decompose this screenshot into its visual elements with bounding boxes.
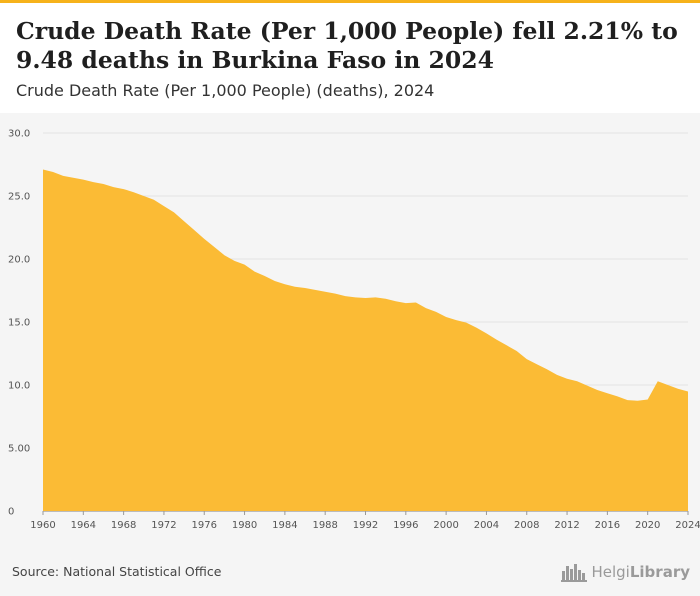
chart-title: Crude Death Rate (Per 1,000 People) fell…: [16, 17, 678, 74]
logo-text: HelgiLibrary: [591, 563, 690, 581]
y-tick-label: 10.0: [8, 381, 30, 392]
x-tick-label: 1984: [272, 520, 297, 531]
area-chart: 0 5.00 10.0 15.0 20.0 25.0 30.0 1960 1964 1968 197…: [8, 129, 700, 532]
chart-area: 0 5.00 10.0 15.0 20.0 25.0 30.0 1960 1964 1968 197…: [0, 113, 700, 533]
y-tick-label: 25.0: [8, 192, 30, 203]
x-tick-label: 1972: [151, 520, 176, 531]
y-tick-label: 15.0: [8, 318, 30, 329]
y-tick-label: 20.0: [8, 255, 30, 266]
source-note: Source: National Statistical Office: [12, 564, 222, 579]
x-tick-label: 1992: [353, 520, 378, 531]
x-tick-label: 1996: [393, 520, 418, 531]
x-tick-label: 1976: [192, 520, 217, 531]
logo-text-light: Helgi: [591, 563, 630, 581]
accent-bar: [0, 0, 700, 3]
x-tick-label: 2008: [514, 520, 539, 531]
city-skyline-icon: [561, 564, 588, 582]
y-tick-label: 30.0: [8, 129, 30, 140]
y-tick-label: 0: [8, 507, 14, 518]
chart-header: Crude Death Rate (Per 1,000 People) fell…: [0, 3, 700, 113]
helgi-library-logo[interactable]: HelgiLibrary: [561, 560, 690, 584]
x-tick-label: 1988: [312, 520, 337, 531]
x-tick-label: 2012: [554, 520, 579, 531]
logo-text-bold: Library: [629, 563, 690, 581]
x-tick-label: 1964: [71, 520, 96, 531]
x-tick-label: 1960: [30, 520, 55, 531]
chart-subtitle: Crude Death Rate (Per 1,000 People) (dea…: [16, 81, 435, 100]
x-tick-label: 1968: [111, 520, 136, 531]
x-tick-label: 2000: [433, 520, 458, 531]
x-tick-label: 2016: [595, 520, 620, 531]
x-tick-label: 1980: [232, 520, 257, 531]
area-series: [43, 169, 688, 511]
x-tick-label: 2020: [635, 520, 660, 531]
y-tick-label: 5.00: [8, 444, 30, 455]
x-tick-label: 2024: [675, 520, 700, 531]
x-tick-label: 2004: [474, 520, 499, 531]
